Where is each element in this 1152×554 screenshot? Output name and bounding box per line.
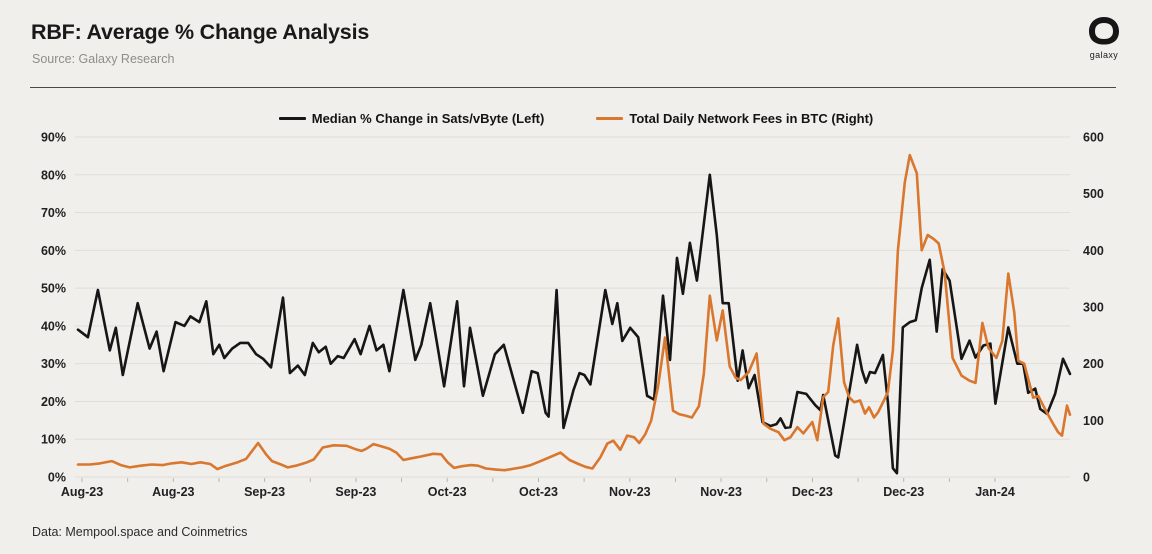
y-axis-right-label: 500	[1083, 187, 1104, 201]
x-axis-label: Oct-23	[519, 485, 558, 499]
median-change-line	[76, 173, 1072, 475]
x-axis-label: Dec-23	[883, 485, 924, 499]
legend-label-fees: Total Daily Network Fees in BTC (Right)	[629, 111, 874, 126]
data-source-note: Data: Mempool.space and Coinmetrics	[32, 525, 248, 539]
y-axis-right-label: 600	[1083, 131, 1104, 145]
y-axis-right-label: 0	[1083, 471, 1090, 485]
x-axis-label: Nov-23	[609, 485, 651, 499]
x-axis-label: Nov-23	[700, 485, 742, 499]
y-axis-left-label: 70%	[41, 206, 66, 220]
legend-swatch-fees	[596, 117, 624, 120]
y-axis-left-label: 0%	[48, 471, 66, 485]
y-axis-left-label: 60%	[41, 244, 66, 258]
page-subtitle: Source: Galaxy Research	[32, 52, 175, 66]
legend-label-median: Median % Change in Sats/vByte (Left)	[311, 111, 545, 126]
x-axis-label: Dec-23	[792, 485, 833, 499]
y-axis-right-label: 400	[1083, 244, 1104, 258]
y-axis-left-label: 20%	[41, 395, 66, 409]
y-axis-left-label: 30%	[41, 357, 66, 371]
header-divider	[30, 87, 1116, 88]
y-axis-right-label: 100	[1083, 414, 1104, 428]
legend-swatch-median	[278, 117, 306, 120]
network-fees-line	[76, 153, 1072, 472]
x-axis-label: Sep-23	[244, 485, 285, 499]
y-axis-right-label: 200	[1083, 357, 1104, 371]
galaxy-logo-icon	[1089, 17, 1119, 45]
chart-legend: Median % Change in Sats/vByte (Left) Tot…	[0, 111, 1152, 126]
galaxy-logo-label: galaxy	[1089, 50, 1119, 60]
y-axis-left-label: 50%	[41, 282, 66, 296]
x-axis-label: Aug-23	[152, 485, 194, 499]
y-axis-left-label: 80%	[41, 168, 66, 182]
y-axis-right-label: 300	[1083, 301, 1104, 315]
x-axis-label: Sep-23	[335, 485, 376, 499]
galaxy-logo: galaxy	[1082, 16, 1126, 60]
y-axis-left-label: 90%	[41, 131, 66, 145]
x-axis-label: Aug-23	[61, 485, 103, 499]
legend-item-fees: Total Daily Network Fees in BTC (Right)	[596, 111, 873, 126]
y-axis-left-label: 10%	[41, 433, 66, 447]
page-title: RBF: Average % Change Analysis	[31, 20, 370, 44]
y-axis-left-label: 40%	[41, 319, 66, 333]
x-axis-label: Oct-23	[428, 485, 467, 499]
legend-item-median: Median % Change in Sats/vByte (Left)	[278, 111, 545, 126]
x-axis-label: Jan-24	[975, 485, 1015, 499]
